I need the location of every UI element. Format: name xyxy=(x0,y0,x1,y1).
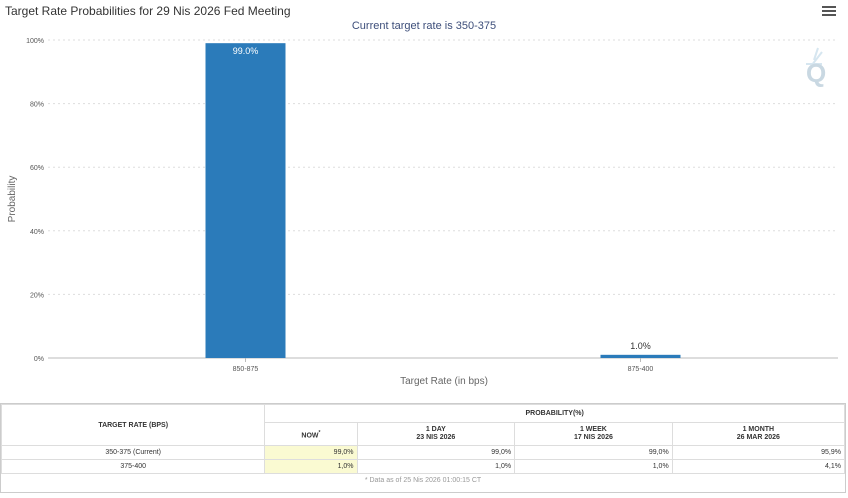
target-rate-header: TARGET RATE (BPS) xyxy=(0,404,266,446)
x-axis-label: Target Rate (in bps) xyxy=(400,376,488,387)
cell-1day: 1,0% xyxy=(356,459,516,474)
bar-value-label: 99.0% xyxy=(233,46,259,56)
probability-bar-chart: 0% 20% 40% 60% 80% 100% 99.0% 1.0% 850-875 875-… xyxy=(7,38,838,387)
x-tick-label: 875-400 xyxy=(628,366,654,373)
svg-text:Q: Q xyxy=(806,58,826,88)
cell-1month: 4,1% xyxy=(671,459,846,474)
cell-1week: 1,0% xyxy=(514,459,673,474)
data-timestamp-footnote: * Data as of 25 Nis 2026 01:00:15 CT xyxy=(364,476,482,484)
bar[interactable] xyxy=(205,43,286,359)
y-tick-label: 20% xyxy=(30,292,44,299)
x-tick-label: 850-875 xyxy=(233,366,259,373)
y-tick-label: 40% xyxy=(30,229,44,236)
col-1day-header: 1 DAY 23 NIS 2026 xyxy=(356,422,516,446)
row-target-label: 375-400 xyxy=(0,459,266,474)
y-tick-label: 100% xyxy=(26,38,44,45)
cell-1week: 99,0% xyxy=(514,445,673,460)
y-tick-label: 0% xyxy=(34,356,44,363)
watermark-logo-icon: Q xyxy=(806,47,826,88)
probability-table: TARGET RATE (BPS) PROBABILITY(%) NOW* 1 … xyxy=(0,403,846,486)
row-target-label: 350-375 (Current) xyxy=(0,445,266,460)
probability-header: PROBABILITY(%) xyxy=(264,403,845,424)
col-1week-header: 1 WEEK 17 NIS 2026 xyxy=(514,422,673,446)
y-tick-label: 80% xyxy=(30,102,44,109)
y-tick-label: 60% xyxy=(30,165,44,172)
cell-1day: 99,0% xyxy=(356,445,516,460)
cell-1month: 95,9% xyxy=(671,445,846,460)
table-row: 350-375 (Current) 99,0% 99,0% 99,0% 95,9… xyxy=(0,445,846,460)
probability-table-panel: TARGET RATE (BPS) PROBABILITY(%) NOW* 1 … xyxy=(0,403,846,493)
bar[interactable] xyxy=(600,354,681,358)
bar-value-label: 1.0% xyxy=(630,341,651,351)
cell-now: 99,0% xyxy=(264,445,358,460)
hamburger-menu-icon[interactable] xyxy=(822,6,836,18)
col-1month-header: 1 MONTH 26 MAR 2026 xyxy=(671,422,846,446)
chart-title: Target Rate Probabilities for 29 Nis 202… xyxy=(5,4,291,18)
y-axis-label: Probability xyxy=(7,176,18,223)
table-row: 375-400 1,0% 1,0% 1,0% 4,1% xyxy=(0,459,846,474)
chart-subtitle: Current target rate is 350-375 xyxy=(351,20,497,32)
col-now-header: NOW* xyxy=(264,422,358,446)
cell-now: 1,0% xyxy=(264,459,358,474)
